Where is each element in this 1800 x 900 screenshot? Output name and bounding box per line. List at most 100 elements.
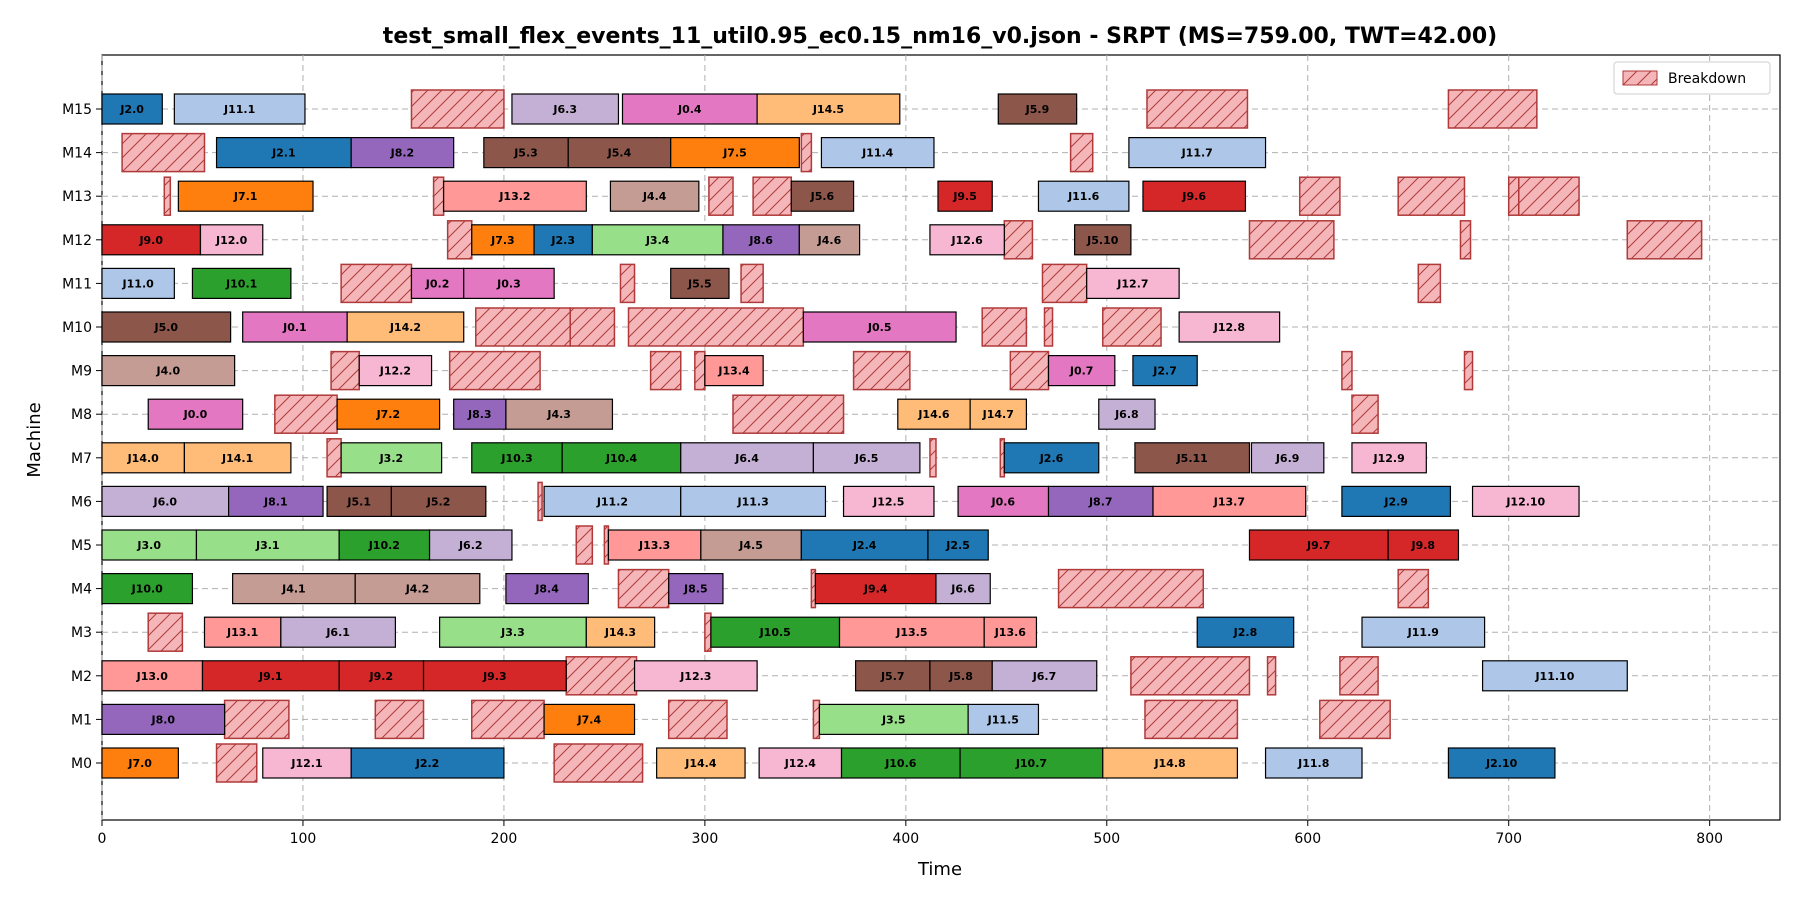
task-label: J14.8: [1153, 757, 1185, 770]
task-bar: [1152, 485, 1307, 517]
task-label: J0.6: [991, 495, 1016, 508]
breakdown-bar: [569, 307, 616, 347]
task-bar: [929, 224, 1005, 256]
breakdown-bar: [1043, 307, 1054, 347]
task-label: J10.4: [605, 452, 638, 465]
task-bar: [1128, 137, 1267, 169]
x-tick-label: 600: [1294, 831, 1321, 847]
task-label: J4.3: [546, 408, 571, 421]
y-tick-label: M5: [71, 538, 92, 554]
breakdown-bar: [410, 89, 505, 129]
task-bar: [700, 529, 802, 561]
breakdown-bar: [929, 438, 937, 478]
task-bar: [680, 442, 814, 474]
task-bar: [340, 442, 443, 474]
task-label: J10.2: [368, 539, 400, 552]
task-bar: [1196, 616, 1295, 648]
task-bar: [842, 485, 935, 517]
task-bar: [1178, 311, 1281, 343]
task-bar: [350, 137, 455, 169]
task-bar: [1248, 529, 1389, 561]
legend-frame: [1613, 61, 1771, 95]
breakdown-bar: [1447, 89, 1538, 129]
task-label: J9.6: [1181, 190, 1206, 203]
breakdown-bar: [694, 350, 706, 391]
task-label: J8.6: [748, 234, 773, 247]
task-bar: [585, 616, 656, 648]
task-bar: [840, 747, 961, 779]
task-bar: [983, 616, 1038, 648]
task-label: J14.3: [604, 626, 636, 639]
breakdown-bar: [812, 699, 821, 740]
breakdown-bar: [708, 176, 734, 216]
plot-area: J7.0 J12.1 J2.2 J14.4 J12.4 J10.6 J10.7 J14.8 J1…: [62, 54, 1781, 847]
x-tick-label: 0: [98, 831, 107, 847]
task-bar: [929, 660, 993, 692]
breakdown-bar: [1319, 699, 1391, 740]
task-label: J5.5: [687, 277, 712, 290]
breakdown-bar: [565, 656, 638, 696]
task-bar: [280, 616, 396, 648]
task-bar: [505, 572, 589, 605]
chart-title: test_small_flex_events_11_util0.95_ec0.1…: [383, 24, 1497, 49]
task-label: J9.1: [258, 670, 283, 683]
task-bar: [800, 529, 929, 561]
task-label: J2.10: [1485, 757, 1518, 770]
task-bar: [1047, 355, 1116, 387]
task-label: J10.7: [1015, 757, 1047, 770]
task-label: J9.4: [863, 583, 888, 596]
task-label: J13.7: [1213, 495, 1245, 508]
task-label: J14.2: [389, 321, 421, 334]
task-bar: [101, 747, 179, 779]
breakdown-bar: [223, 699, 290, 740]
task-label: J9.3: [482, 670, 507, 683]
task-label: J8.3: [467, 408, 492, 421]
y-tick-label: M13: [62, 189, 92, 205]
breakdown-bar: [603, 525, 610, 565]
breakdown-bar: [619, 263, 636, 304]
task-label: J12.5: [872, 495, 904, 508]
task-bar: [1047, 485, 1154, 517]
task-bar: [790, 180, 855, 212]
task-label: J14.7: [982, 408, 1014, 421]
task-label: J12.1: [290, 757, 322, 770]
task-label: J4.5: [738, 539, 763, 552]
task-bar: [1387, 529, 1460, 561]
task-label: J2.3: [550, 234, 575, 247]
task-label: J12.7: [1116, 277, 1148, 290]
task-bar: [633, 660, 758, 692]
task-label: J8.2: [390, 147, 415, 160]
task-bar: [1102, 747, 1239, 779]
task-bar: [1361, 616, 1486, 648]
task-label: J6.7: [1032, 670, 1057, 683]
breakdown-bar: [1351, 394, 1379, 434]
breakdown-bar: [448, 350, 541, 391]
task-label: J6.0: [153, 495, 178, 508]
task-label: J9.8: [1411, 539, 1436, 552]
task-bar: [957, 485, 1050, 517]
task-label: J6.4: [734, 452, 759, 465]
task-label: J11.0: [122, 277, 155, 290]
task-label: J14.6: [917, 408, 950, 421]
task-label: J5.7: [880, 670, 905, 683]
y-tick-label: M0: [71, 756, 92, 772]
x-tick-label: 700: [1495, 831, 1522, 847]
task-bar: [722, 224, 800, 256]
task-label: J5.10: [1086, 234, 1119, 247]
task-bar: [177, 180, 314, 212]
breakdown-bar: [1463, 350, 1474, 391]
y-tick-label: M14: [62, 146, 92, 162]
task-label: J5.1: [346, 495, 371, 508]
task-bar: [656, 747, 746, 779]
task-label: J14.5: [812, 103, 844, 116]
task-bar: [1341, 485, 1452, 517]
task-label: J8.5: [683, 583, 708, 596]
task-label: J8.1: [263, 495, 288, 508]
task-label: J2.4: [852, 539, 877, 552]
task-bar: [390, 485, 487, 517]
task-label: J3.2: [379, 452, 404, 465]
task-bar: [173, 93, 306, 125]
task-label: J7.3: [490, 234, 515, 247]
task-bar: [1447, 747, 1556, 779]
